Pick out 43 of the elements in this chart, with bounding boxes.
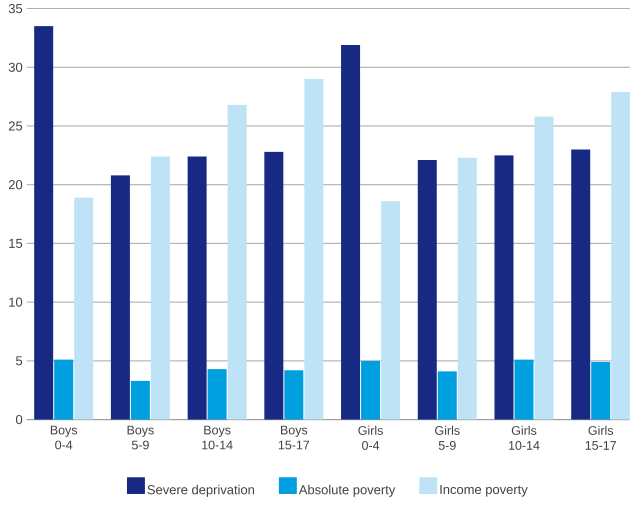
bar: [591, 362, 610, 420]
bar: [418, 160, 437, 420]
bar: [150, 156, 170, 420]
bar: [494, 155, 514, 420]
bar: [284, 370, 304, 420]
y-tick-label: 25: [8, 121, 22, 131]
bar: [188, 156, 207, 420]
y-tick-label: 5: [16, 356, 22, 366]
bar: [534, 116, 554, 420]
y-tick-label: 30: [8, 62, 22, 72]
x-tick-label: Boys 10-14: [202, 426, 233, 450]
bar: [74, 198, 94, 420]
x-tick-label: Boys 5-9: [128, 426, 154, 450]
legend-label: Severe deprivation: [147, 484, 254, 497]
y-tick-label: 10: [9, 298, 22, 307]
bar: [228, 104, 247, 420]
x-tick-label: Boys 0-4: [50, 426, 78, 450]
bar: [34, 26, 54, 420]
x-tick-label: Girls 5-9: [435, 426, 460, 450]
bar: [458, 158, 477, 420]
bar: [361, 360, 380, 420]
bar: [381, 201, 400, 420]
bar: [264, 152, 284, 420]
bar: [304, 79, 324, 420]
bar: [54, 360, 74, 420]
bar: [514, 360, 534, 420]
bar: [611, 92, 630, 420]
x-tick-label: Girls 15-17: [586, 426, 616, 450]
legend-label: Income poverty: [440, 485, 528, 497]
y-tick-label: 0: [16, 414, 22, 424]
y-tick-label: 35: [8, 4, 22, 14]
legend-label: Absolute poverty: [298, 484, 396, 497]
bar: [208, 369, 227, 420]
bar: [438, 371, 457, 420]
bar: [130, 380, 150, 420]
bar: [571, 149, 590, 420]
bar: [341, 44, 360, 420]
x-tick-label: Girls 0-4: [358, 426, 383, 450]
x-tick-label: Boys 15-17: [278, 426, 310, 450]
bar: [110, 175, 130, 420]
x-tick-label: Girls 10-14: [509, 426, 540, 450]
y-tick-label: 15: [9, 238, 22, 248]
y-tick-label: 20: [8, 180, 22, 190]
